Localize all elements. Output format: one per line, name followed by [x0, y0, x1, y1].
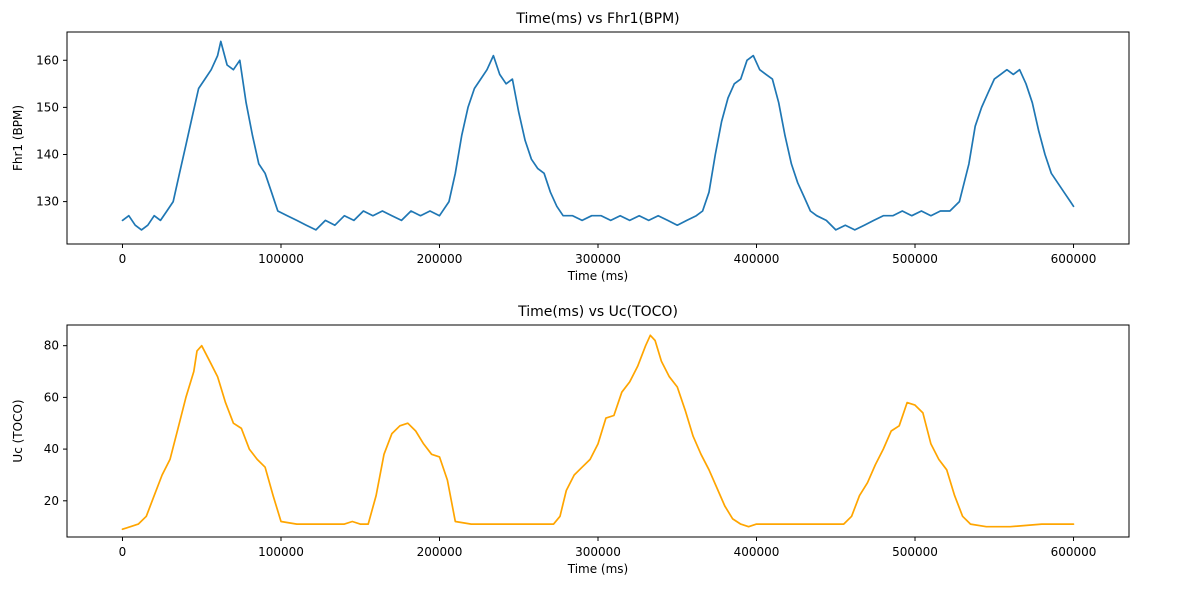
fhr-x-tick-label: 200000: [417, 252, 463, 266]
uc-x-axis-label: Time (ms): [567, 562, 629, 576]
uc-x-tick-label: 500000: [892, 545, 938, 559]
fhr-x-tick-label: 400000: [734, 252, 780, 266]
fhr-x-tick-label: 300000: [575, 252, 621, 266]
uc-y-tick-label: 80: [44, 339, 59, 353]
fhr-y-axis-label: Fhr1 (BPM): [11, 105, 25, 171]
uc-x-tick-label: 400000: [734, 545, 780, 559]
fhr-x-tick-label: 0: [119, 252, 127, 266]
fhr-y-tick-label: 160: [36, 53, 59, 67]
uc-plot-frame: [66, 324, 1130, 538]
fhr-x-tick-label: 500000: [892, 252, 938, 266]
uc-x-tick-label: 200000: [417, 545, 463, 559]
uc-series-line: [121, 334, 1075, 531]
fhr-x-axis-label: Time (ms): [567, 269, 629, 283]
uc-chart-title: Time(ms) vs Uc(TOCO): [517, 304, 678, 320]
uc-y-tick-label: 60: [44, 390, 59, 404]
uc-x-tick-label: 0: [119, 545, 127, 559]
fhr-y-tick-label: 140: [36, 147, 59, 161]
uc-chart-panel: Time(ms) vs Uc(TOCO) Time (ms) Uc (TOCO)…: [11, 304, 1130, 576]
uc-y-tick-label: 20: [44, 494, 59, 508]
fhr-x-tick-label: 600000: [1051, 252, 1097, 266]
fhr-series-line: [121, 40, 1075, 231]
uc-x-tick-label: 300000: [575, 545, 621, 559]
fhr-y-tick-label: 130: [36, 195, 59, 209]
fhr-chart-title: Time(ms) vs Fhr1(BPM): [515, 11, 679, 27]
fhr-x-tick-label: 100000: [258, 252, 304, 266]
uc-x-tick-label: 100000: [258, 545, 304, 559]
fhr-chart-panel: Time(ms) vs Fhr1(BPM) Time (ms) Fhr1 (BP…: [11, 11, 1130, 283]
fhr-y-tick-label: 150: [36, 100, 59, 114]
uc-x-tick-label: 600000: [1051, 545, 1097, 559]
uc-y-tick-label: 40: [44, 442, 59, 456]
uc-y-axis-label: Uc (TOCO): [11, 399, 25, 462]
